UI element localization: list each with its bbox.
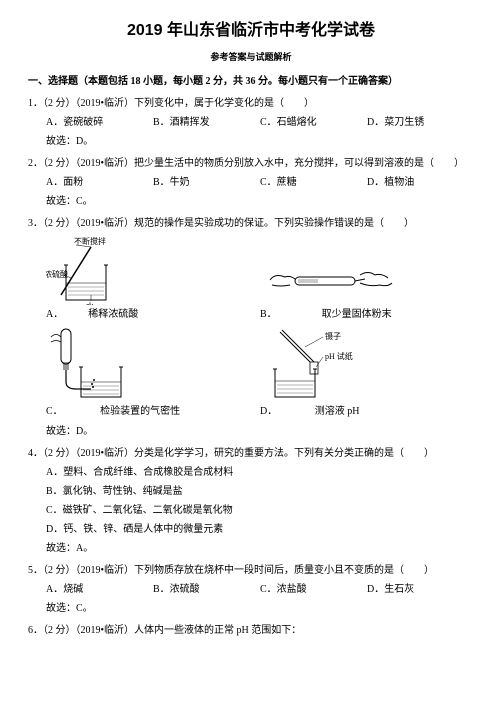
q5-answer: 故选：C。: [28, 601, 474, 617]
q1-opt-b: B．酒精挥发: [153, 115, 260, 131]
q3-opt-b: B． 取少量固体粉末: [260, 255, 474, 323]
question-3: 3．（2 分）（2019•临沂）规范的操作是实验成功的保证。下列实验操作错误的是…: [28, 216, 474, 440]
q1-answer: 故选：D。: [28, 134, 474, 150]
q3-answer: 故选：D。: [28, 424, 474, 440]
q1-options: A．瓷碗破碎 B．酒精挥发 C．石蜡熔化 D．菜刀生锈: [28, 115, 474, 131]
section-header: 一、选择题（本题包括 18 小题，每小题 2 分，共 36 分。每小题只有一个正…: [28, 74, 474, 90]
question-2: 2．（2 分）（2019•临沂）把少量生活中的物质分别放入水中，充分搅拌，可以得…: [28, 156, 474, 210]
q5-opt-d: D．生石灰: [367, 582, 474, 598]
q2-opt-b: B．牛奶: [153, 175, 260, 191]
q4-opt-b: B．氯化钠、苛性钠、纯碱是盐: [46, 484, 474, 500]
q3-row2: C． 检验装置的气密性 镊子 pH 试纸 D． 测溶液: [28, 327, 474, 420]
q6-stem: 6．（2 分）（2019•临沂）人体内一些液体的正常 pH 范围如下：: [28, 623, 474, 639]
q5-opt-c: C．浓盐酸: [260, 582, 367, 598]
svg-text:水: 水: [86, 301, 94, 305]
question-4: 4．（2 分）（2019•临沂）分类是化学学习，研究的重要方法。下列有关分类正确…: [28, 446, 474, 557]
q4-stem: 4．（2 分）（2019•临沂）分类是化学学习，研究的重要方法。下列有关分类正确…: [28, 446, 474, 462]
q5-opt-b: B．浓硫酸: [153, 582, 260, 598]
q2-answer: 故选：C。: [28, 194, 474, 210]
q4-opt-a: A．塑料、合成纤维、合成橡胶是合成材料: [46, 465, 474, 481]
q3-label-b: B．: [260, 309, 277, 320]
svg-text:镊子: 镊子: [325, 331, 341, 341]
svg-text:不断搅拌: 不断搅拌: [74, 236, 106, 246]
q4-options: A．塑料、合成纤维、合成橡胶是合成材料 B．氯化钠、苛性钠、纯碱是盐 C．磁铁矿…: [28, 465, 474, 538]
q2-opt-d: D．植物油: [367, 175, 474, 191]
q3-cap-b: 取少量固体粉末: [322, 309, 392, 320]
q3-label-c: C．: [46, 406, 63, 417]
question-5: 5．（2 分）（2019•临沂）下列物质存放在烧杯中一段时间后，质量变小且不变质…: [28, 563, 474, 617]
test-tube-hands-icon: [260, 255, 400, 305]
q4-opt-c: C．磁铁矿、二氧化锰、二氧化碳是氧化物: [46, 503, 474, 519]
q4-opt-d: D．钙、铁、锌、硒是人体中的微量元素: [46, 522, 474, 538]
q3-row1: 不断搅拌 浓硫酸 水 A． 稀释浓硫酸: [28, 235, 474, 323]
q2-opt-a: A．面粉: [46, 175, 153, 191]
q3-opt-d: 镊子 pH 试纸 D． 测溶液 pH: [260, 327, 474, 420]
q2-opt-c: C．蔗糖: [260, 175, 367, 191]
question-6: 6．（2 分）（2019•临沂）人体内一些液体的正常 pH 范围如下：: [28, 623, 474, 639]
q5-stem: 5．（2 分）（2019•临沂）下列物质存放在烧杯中一段时间后，质量变小且不变质…: [28, 563, 474, 579]
q3-opt-c: C． 检验装置的气密性: [46, 327, 260, 420]
q1-opt-d: D．菜刀生锈: [367, 115, 474, 131]
q1-opt-c: C．石蜡熔化: [260, 115, 367, 131]
q3-label-d: D．: [260, 406, 277, 417]
q3-opt-a: 不断搅拌 浓硫酸 水 A． 稀释浓硫酸: [46, 235, 260, 323]
page-title: 2019 年山东省临沂市中考化学试卷: [28, 18, 474, 44]
q3-label-a: A．: [46, 309, 63, 320]
q1-stem: 1．（2 分）（2019•临沂）下列变化中，属于化学变化的是（ ）: [28, 96, 474, 112]
q4-answer: 故选：A。: [28, 541, 474, 557]
q3-stem: 3．（2 分）（2019•临沂）规范的操作是实验成功的保证。下列实验操作错误的是…: [28, 216, 474, 232]
q3-cap-a: 稀释浓硫酸: [88, 309, 138, 320]
beaker-stir-icon: 不断搅拌 浓硫酸 水: [46, 235, 136, 305]
q3-cap-d: 测溶液 pH: [315, 406, 360, 417]
q2-stem: 2．（2 分）（2019•临沂）把少量生活中的物质分别放入水中，充分搅拌，可以得…: [28, 156, 474, 172]
q3-cap-c: 检验装置的气密性: [100, 406, 180, 417]
ph-test-icon: 镊子 pH 试纸: [260, 327, 370, 402]
page-subtitle: 参考答案与试题解析: [28, 50, 474, 64]
svg-text:浓硫酸: 浓硫酸: [46, 269, 68, 279]
q5-options: A．烧碱 B．浓硫酸 C．浓盐酸 D．生石灰: [28, 582, 474, 598]
q2-options: A．面粉 B．牛奶 C．蔗糖 D．植物油: [28, 175, 474, 191]
q5-opt-a: A．烧碱: [46, 582, 153, 598]
question-1: 1．（2 分）（2019•临沂）下列变化中，属于化学变化的是（ ） A．瓷碗破碎…: [28, 96, 474, 150]
q1-opt-a: A．瓷碗破碎: [46, 115, 153, 131]
svg-text:pH 试纸: pH 试纸: [325, 351, 353, 361]
airtight-test-icon: [46, 327, 136, 402]
